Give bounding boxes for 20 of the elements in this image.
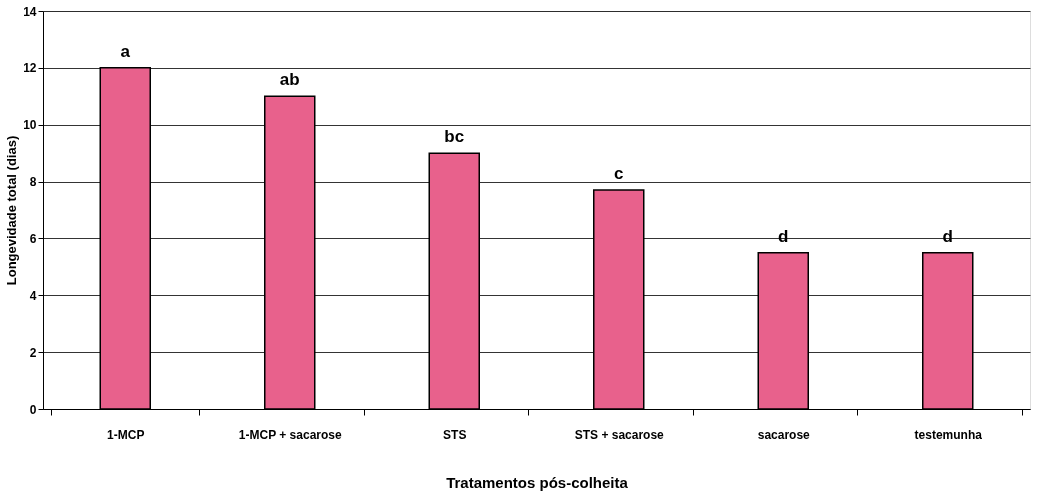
y-axis-title: Longevidade total (dias) [4,135,20,286]
y-tick-label: 8 [29,175,37,190]
x-tick-label: sacarose [757,427,811,442]
y-tick-label: 6 [29,231,37,246]
y-tick-label: 14 [23,4,37,19]
x-tick-label: STS + sacarose [574,427,665,442]
x-tick-label: 1-MCP + sacarose [238,427,342,442]
x-axis-title: Tratamentos pós-colheita [446,473,629,491]
y-tick-label: 12 [23,61,37,76]
annotation: a [120,41,131,61]
annotation: bc [444,127,465,147]
y-tick-label: 0 [29,402,37,417]
x-tick-label: 1-MCP [107,427,145,442]
annotation: ab [279,70,300,90]
x-tick-label: testemunha [914,427,983,442]
y-tick-label: 4 [29,288,37,303]
y-tick-label: 2 [29,345,37,360]
x-tick-label: STS [443,427,467,442]
annotation: c [614,164,624,184]
y-tick-label: 10 [23,118,37,133]
